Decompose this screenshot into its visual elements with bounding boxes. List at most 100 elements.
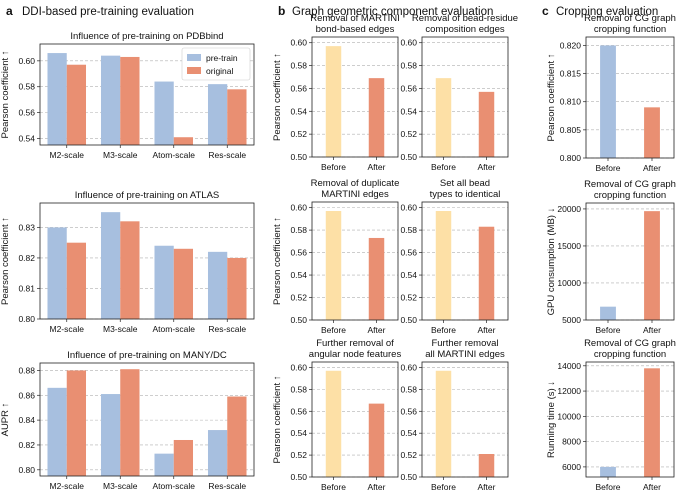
section-header-b: b Graph geometric component evaluation [278, 4, 493, 18]
y-tick-label: 10000 [557, 278, 581, 288]
x-tick-label: Before [431, 162, 456, 172]
y-tick-label: 0.52 [400, 129, 417, 139]
axes-frame [421, 201, 509, 321]
y-tick-label: 0.810 [560, 97, 582, 107]
bar-original [120, 56, 140, 146]
axes-frame [421, 361, 509, 478]
y-tick-label: 0.820 [560, 40, 582, 50]
x-tick-label: After [478, 325, 496, 335]
y-tick-label: 0.50 [400, 152, 417, 162]
x-tick-label: Before [321, 325, 346, 335]
y-tick-label: 0.86 [18, 390, 35, 400]
y-tick-label: 0.56 [18, 108, 35, 118]
chart-title: Influence of pre-training on PDBbind [70, 31, 223, 42]
chart-b4: Set all bead types to identical 0.50 0.52 0.… [400, 178, 509, 335]
x-tick-label: Atom-scale [152, 481, 195, 491]
y-axis-label: Pearson coefficient ↑ [272, 217, 283, 305]
axes-frame [311, 361, 399, 478]
chart-title-line: bond-based edges [316, 24, 395, 35]
bar-after [368, 403, 385, 477]
bar-original [120, 221, 140, 319]
chart-title-line: Removal of CG graph [584, 13, 676, 24]
chart-panels: Influence of pre-training on PDBbind 0.54… [0, 13, 676, 492]
x-tick-label: Before [595, 163, 620, 173]
y-tick-label: 0.52 [290, 450, 307, 460]
y-axis-label: Pearson coefficient ↑ [0, 217, 11, 305]
y-axis-label: Pearson coefficient ↑ [0, 50, 11, 138]
x-tick-label: Atom-scale [152, 150, 195, 160]
chart-title: Removal of CG graph cropping function [584, 13, 676, 35]
chart-title: Removal of CG graph cropping function [584, 179, 676, 201]
bar-before [435, 370, 452, 477]
y-tick-label: 8000 [562, 437, 581, 447]
chart-title-line: Further removal of [316, 338, 394, 349]
y-tick-label: 0.58 [400, 384, 417, 394]
bar-pretrain [100, 212, 121, 319]
y-tick-label: 0.60 [400, 38, 417, 48]
y-tick-label: 15000 [557, 241, 581, 251]
bar-before [435, 210, 452, 320]
axes-frame [421, 36, 509, 158]
x-tick-label: Before [431, 325, 456, 335]
axes-frame [39, 43, 255, 146]
y-tick-label: 0.56 [290, 83, 307, 93]
chart-a1: Influence of pre-training on PDBbind 0.54… [0, 31, 255, 160]
chart-b3: Removal of duplicate MARTINI edges 0.50 0.5… [272, 178, 399, 335]
bar-original [120, 369, 140, 476]
bar-pretrain [207, 251, 228, 319]
chart-b1: Removal of MARTINI bond-based edges 0.50 0.… [272, 13, 400, 172]
chart-title: Set all bead types to identical [430, 178, 501, 200]
x-tick-label: M2-scale [50, 481, 85, 491]
axes-frame [585, 361, 675, 478]
y-tick-label: 0.58 [290, 61, 307, 71]
y-tick-label: 0.60 [290, 203, 307, 213]
y-tick-label: 0.58 [290, 225, 307, 235]
bar-original [227, 396, 247, 476]
chart-title-line: Set all bead [440, 178, 490, 189]
x-tick-label: After [643, 325, 661, 335]
y-tick-label: 6000 [562, 462, 581, 472]
bar-pretrain [100, 55, 121, 145]
chart-title-line: types to identical [430, 189, 501, 200]
y-axis-label: AUPR ↑ [0, 403, 11, 437]
x-tick-label: Before [321, 482, 346, 492]
y-tick-label: 12000 [557, 386, 581, 396]
bar-before [600, 466, 616, 477]
bar-original [66, 64, 87, 145]
y-tick-label: 0.50 [290, 315, 307, 325]
y-tick-label: 0.52 [290, 293, 307, 303]
y-axis-label: GPU consumption (MB) ↓ [546, 208, 557, 316]
bar-original [173, 439, 194, 476]
chart-b5: Further removal of angular node features0… [272, 338, 401, 492]
y-tick-label: 0.58 [400, 225, 417, 235]
y-tick-label: 0.54 [290, 428, 307, 438]
section-title-b: Graph geometric component evaluation [292, 6, 493, 18]
chart-title-line: Removal of CG graph [584, 179, 676, 190]
chart-title: Removal of CG graph cropping function [584, 338, 676, 360]
x-tick-label: Res-scale [208, 150, 246, 160]
y-tick-label: 0.56 [400, 248, 417, 258]
legend-label-original: original [206, 66, 234, 76]
chart-c3: Removal of CG graph cropping function 6000… [546, 338, 676, 492]
bar-after [368, 237, 385, 320]
x-tick-label: Atom-scale [152, 324, 195, 334]
chart-c2: Removal of CG graph cropping function 5000… [546, 179, 676, 335]
y-axis-label: Pearson coefficient ↑ [272, 375, 283, 463]
y-tick-label: 0.50 [400, 472, 417, 482]
chart-title-line: Removal of bead-residue [412, 13, 518, 24]
y-tick-label: 0.58 [400, 61, 417, 71]
y-tick-label: 0.52 [400, 293, 417, 303]
bar-pretrain [100, 394, 121, 476]
bar-pretrain [47, 387, 67, 476]
x-tick-label: After [368, 325, 386, 335]
x-tick-label: After [643, 482, 661, 492]
section-header-c: c Cropping evaluation [542, 4, 658, 18]
bar-before [435, 78, 452, 157]
x-tick-label: M3-scale [103, 481, 138, 491]
chart-title: Removal of duplicate MARTINI edges [311, 178, 400, 200]
x-tick-label: Before [595, 325, 620, 335]
y-tick-label: 0.50 [290, 472, 307, 482]
y-tick-label: 0.80 [18, 314, 35, 324]
bar-pretrain [47, 227, 67, 319]
